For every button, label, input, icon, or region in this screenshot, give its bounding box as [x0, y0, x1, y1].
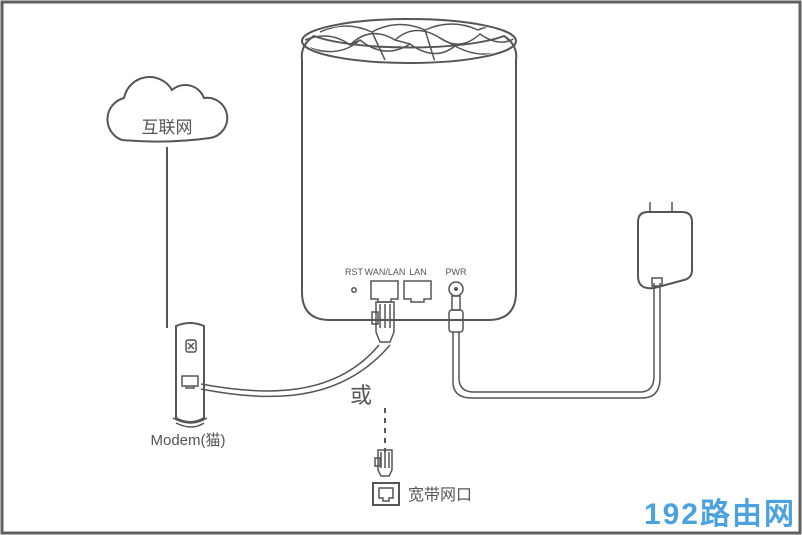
power-adapter	[638, 202, 692, 288]
port-wanlan-label: WAN/LAN	[365, 267, 406, 277]
modem-device	[173, 323, 207, 427]
port-lan	[404, 281, 431, 302]
internet-cloud: 互联网	[107, 77, 227, 142]
port-pwr-label: PWR	[446, 267, 467, 277]
dc-plug	[449, 296, 463, 332]
wiring-diagram-svg: RST WAN/LAN LAN PWR 互联网	[0, 0, 802, 535]
port-wanlan	[371, 281, 398, 302]
router-device: RST WAN/LAN LAN PWR	[302, 19, 517, 320]
diagram-stage: RST WAN/LAN LAN PWR 互联网	[0, 0, 802, 535]
modem-label: Modem(猫)	[150, 432, 225, 449]
rj45-plug-broadband	[375, 450, 392, 476]
port-rst-label: RST	[345, 267, 364, 277]
cable-power	[453, 283, 660, 398]
port-rst	[352, 288, 356, 292]
port-pwr	[449, 282, 463, 296]
rj45-plug-router	[372, 302, 394, 342]
port-lan-label: LAN	[409, 267, 427, 277]
internet-cloud-label: 互联网	[142, 118, 193, 137]
or-label: 或	[350, 383, 372, 408]
broadband-label: 宽带网口	[408, 486, 472, 504]
broadband-wall-jack	[373, 483, 399, 505]
